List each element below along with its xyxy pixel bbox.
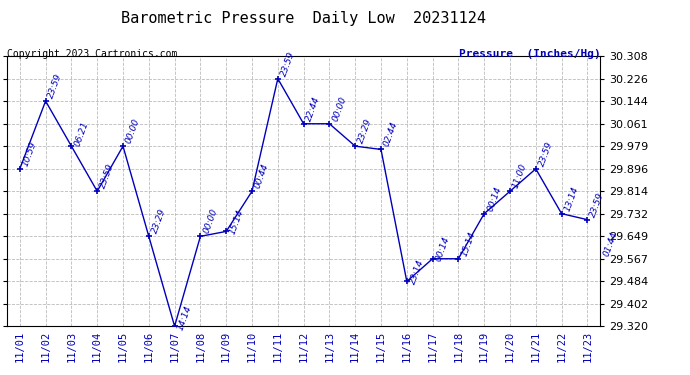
Text: 06:21: 06:21: [72, 120, 90, 147]
Text: 00:44: 00:44: [253, 162, 270, 190]
Text: 15:14: 15:14: [460, 230, 477, 257]
Text: 23:59: 23:59: [537, 140, 555, 168]
Text: 00:00: 00:00: [331, 95, 348, 122]
Text: 13:14: 13:14: [563, 185, 580, 212]
Text: Pressure  (Inches/Hg): Pressure (Inches/Hg): [459, 49, 600, 59]
Text: 23:59: 23:59: [47, 72, 64, 100]
Text: Barometric Pressure  Daily Low  20231124: Barometric Pressure Daily Low 20231124: [121, 11, 486, 26]
Text: 22:44: 22:44: [305, 95, 322, 122]
Text: 00:14: 00:14: [434, 236, 451, 263]
Text: 23:29: 23:29: [357, 117, 374, 145]
Text: 15:14: 15:14: [228, 208, 245, 236]
Text: 00:14: 00:14: [486, 185, 503, 212]
Text: 02:44: 02:44: [382, 120, 400, 148]
Text: 23:59: 23:59: [589, 191, 606, 218]
Text: 23:29: 23:29: [150, 207, 168, 235]
Text: 14:14: 14:14: [176, 304, 193, 332]
Text: 23:14: 23:14: [408, 258, 426, 285]
Text: 11:00: 11:00: [511, 162, 529, 190]
Text: 23:59: 23:59: [279, 50, 297, 77]
Text: 00:00: 00:00: [124, 117, 141, 145]
Text: 00:00: 00:00: [201, 207, 219, 235]
Text: Copyright 2023 Cartronics.com: Copyright 2023 Cartronics.com: [7, 49, 177, 59]
Text: 01:44: 01:44: [602, 231, 619, 258]
Text: 10:59: 10:59: [21, 140, 39, 168]
Text: 23:59: 23:59: [99, 162, 116, 190]
